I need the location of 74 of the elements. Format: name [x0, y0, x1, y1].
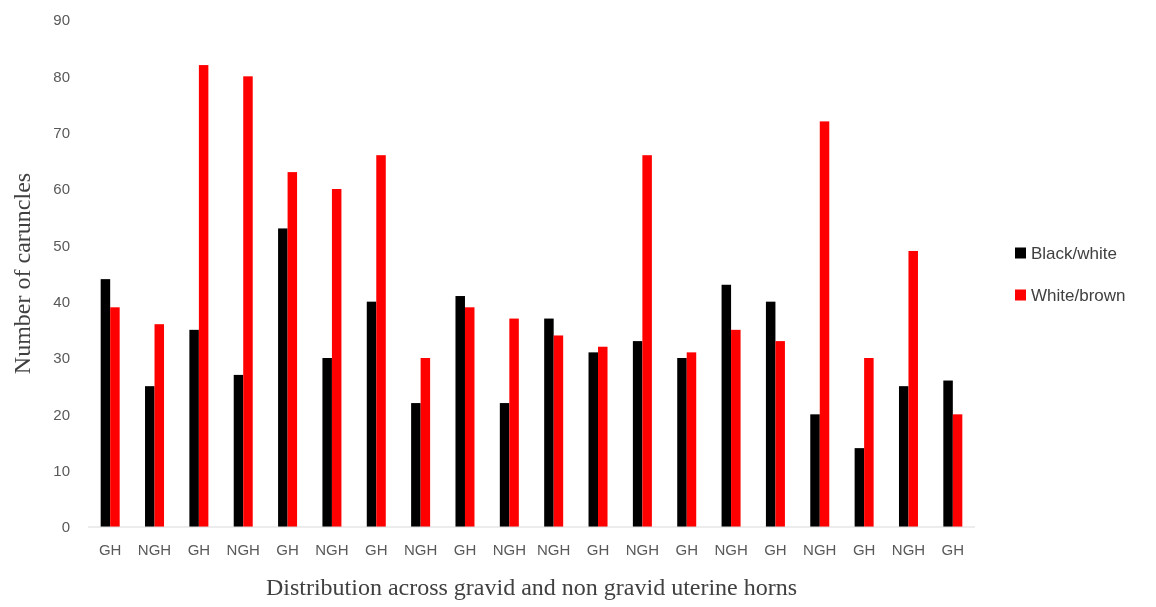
bar — [189, 329, 199, 527]
y-tick-label: 0 — [61, 518, 70, 536]
y-tick-label: 70 — [53, 123, 70, 141]
x-tick-label: GH — [98, 541, 122, 558]
bar — [455, 296, 465, 527]
bar — [420, 358, 431, 527]
legend-label: Black/white — [1031, 244, 1117, 264]
bar — [952, 414, 963, 527]
bar — [677, 358, 687, 527]
x-tick-label: NGH — [403, 541, 438, 558]
y-tick-label: 40 — [53, 292, 70, 310]
bar — [198, 65, 209, 527]
bar — [110, 307, 120, 527]
bar — [686, 352, 697, 527]
bar — [331, 189, 342, 527]
bar — [100, 279, 111, 527]
bar — [553, 335, 564, 527]
bar — [499, 403, 510, 527]
bar — [411, 403, 421, 527]
y-tick-label: 20 — [53, 405, 70, 423]
x-tick-label: NGH — [226, 541, 260, 558]
bar — [775, 341, 785, 527]
bar — [721, 284, 732, 527]
x-tick-label: GH — [187, 541, 211, 558]
x-axis-title: Distribution across gravid and non gravid uterine horns — [265, 574, 798, 600]
y-tick-label: 50 — [53, 236, 70, 254]
bar — [854, 448, 865, 527]
legend-label: White/brown — [1031, 286, 1126, 306]
bar — [376, 155, 386, 527]
bar — [810, 414, 820, 527]
bar — [864, 358, 874, 527]
bar — [322, 358, 332, 527]
y-axis-title: Number of caruncles — [9, 172, 35, 375]
bar — [598, 346, 608, 527]
bar — [642, 155, 652, 527]
x-tick-label: GH — [365, 541, 388, 558]
x-tick-label: NGH — [315, 541, 349, 558]
bar — [278, 228, 288, 527]
x-tick-label: GH — [764, 541, 787, 558]
y-tick-label: 30 — [53, 349, 70, 367]
bar — [154, 324, 165, 527]
x-tick-label: NGH — [492, 541, 526, 558]
x-tick-label: GH — [453, 541, 477, 558]
bar — [819, 121, 830, 527]
bar — [908, 250, 918, 527]
bar — [233, 374, 244, 527]
x-tick-label: GH — [276, 541, 299, 558]
bar — [898, 386, 909, 527]
bar — [509, 318, 519, 527]
x-tick-label: NGH — [137, 541, 172, 558]
x-tick-label: NGH — [537, 541, 571, 558]
x-tick-label: NGH — [714, 541, 748, 558]
bar — [243, 76, 253, 527]
bar — [366, 301, 377, 527]
x-tick-label: GH — [586, 541, 610, 558]
y-tick-label: 60 — [53, 180, 70, 198]
x-tick-label: NGH — [625, 541, 660, 558]
bar — [544, 318, 554, 527]
x-tick-label: GH — [941, 541, 965, 558]
y-tick-label: 90 — [53, 11, 70, 29]
y-tick-label: 10 — [53, 461, 70, 479]
x-tick-label: NGH — [891, 541, 926, 558]
bar — [943, 380, 953, 527]
x-tick-label: NGH — [803, 541, 837, 558]
bar — [731, 329, 741, 527]
bar — [632, 341, 643, 527]
bar — [765, 301, 776, 527]
x-tick-label: GH — [675, 541, 698, 558]
bar — [145, 386, 155, 527]
y-tick-label: 80 — [53, 67, 70, 85]
bar — [588, 352, 599, 527]
x-tick-label: GH — [852, 541, 876, 558]
bar — [464, 307, 475, 527]
bar — [287, 172, 298, 527]
